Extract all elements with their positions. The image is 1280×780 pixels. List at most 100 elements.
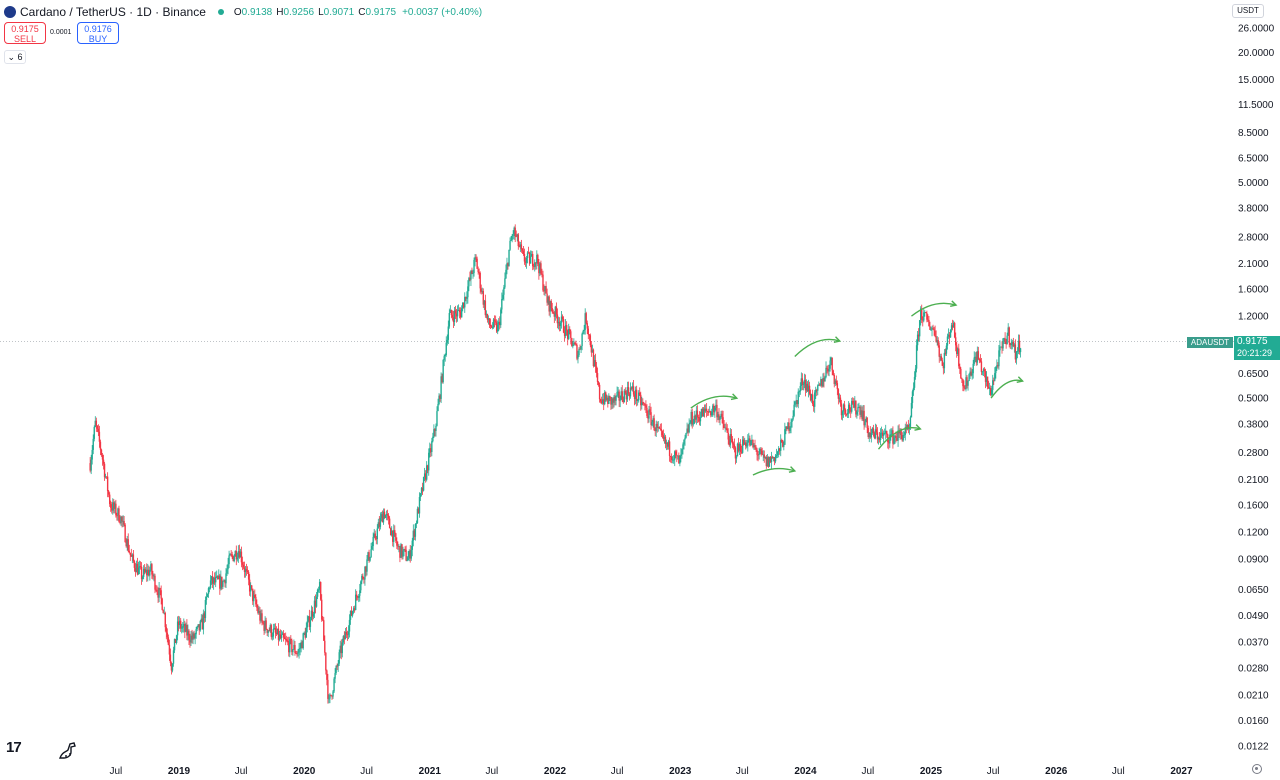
candle-body: [1008, 327, 1010, 343]
candle-body: [554, 306, 557, 317]
candle-body: [796, 400, 798, 405]
candle-body: [257, 607, 259, 613]
candle-body: [337, 663, 339, 667]
candle-body: [164, 612, 166, 628]
candle-body: [107, 491, 110, 495]
candle-body: [317, 589, 320, 591]
symbol-title[interactable]: Cardano / TetherUS · 1D · Binance: [20, 5, 206, 19]
candle-body: [382, 511, 385, 523]
candle-body: [300, 642, 302, 649]
candle-body: [945, 345, 948, 354]
candle-body: [436, 411, 438, 426]
candle-body: [275, 632, 278, 635]
candle-body: [362, 575, 364, 579]
candle-body: [147, 569, 149, 576]
candle-body: [124, 524, 126, 543]
candle-body: [860, 410, 862, 415]
candle-body: [810, 394, 813, 401]
candle-body: [325, 652, 327, 671]
candle-body: [458, 309, 461, 313]
candle-body: [215, 576, 217, 583]
candle-body: [998, 350, 1000, 367]
candle-body: [131, 554, 134, 557]
candle-body: [372, 536, 374, 547]
candle-body: [844, 409, 847, 414]
candle-body: [890, 434, 892, 435]
candle-body: [366, 559, 368, 572]
market-status-dot[interactable]: [217, 9, 224, 15]
candle-body: [499, 321, 501, 326]
candle-body: [603, 399, 605, 405]
candle-body: [104, 476, 107, 478]
trend-arrow-head: [788, 466, 797, 473]
candle-body: [183, 623, 185, 627]
buy-button[interactable]: 0.9176 BUY: [77, 22, 119, 44]
candle-body: [782, 441, 784, 447]
candle-body: [462, 302, 464, 309]
candle-body: [284, 638, 287, 640]
x-tick-label: Jul: [611, 766, 624, 777]
candle-body: [615, 395, 617, 401]
tradingview-logo[interactable]: 17: [6, 739, 22, 756]
indicators-toggle-button[interactable]: ⌄ 6: [4, 50, 26, 64]
candle-body: [277, 628, 280, 640]
candle-body: [435, 425, 437, 431]
candle-body: [979, 359, 982, 362]
candle-body: [1018, 340, 1021, 353]
candle-body: [142, 568, 145, 577]
dinosaur-icon[interactable]: [58, 740, 78, 760]
sell-button[interactable]: 0.9175 SELL: [4, 22, 46, 44]
candle-body: [633, 394, 636, 399]
candle-body: [255, 596, 257, 605]
candle-body: [605, 392, 607, 401]
candle-body: [321, 599, 323, 620]
candle-body: [556, 314, 559, 324]
candle-body: [819, 384, 821, 386]
candle-body: [433, 429, 435, 437]
candle-body: [560, 316, 563, 323]
candle-body: [180, 620, 182, 629]
candle-body: [295, 652, 297, 654]
candle-body: [449, 309, 452, 313]
candle-body: [779, 448, 781, 451]
candle-body: [467, 286, 469, 298]
candle-body: [865, 417, 867, 422]
candle-body: [653, 418, 655, 431]
candle-body: [201, 618, 204, 630]
candle-body: [660, 429, 663, 432]
candle-body: [994, 373, 996, 381]
candle-body: [360, 581, 362, 591]
candle-body: [1005, 341, 1007, 345]
trend-arrow-head: [950, 300, 958, 308]
candle-body: [310, 610, 313, 621]
candle-body: [915, 345, 918, 369]
ohlc-open: O0.9138: [233, 6, 273, 18]
candle-body: [316, 589, 319, 597]
gear-icon[interactable]: [1252, 764, 1262, 774]
candle-body: [680, 454, 682, 456]
candle-body: [604, 392, 606, 405]
candle-body: [153, 575, 155, 577]
candle-body: [770, 457, 773, 463]
candle-body: [167, 637, 170, 645]
candle-body: [526, 252, 529, 258]
candle-body: [98, 431, 101, 442]
candle-body: [732, 443, 735, 445]
candle-body: [507, 263, 509, 266]
candle-body: [899, 430, 901, 434]
candle-body: [148, 569, 150, 576]
candle-body: [324, 640, 326, 653]
candle-body: [695, 410, 698, 420]
candle-body: [720, 413, 722, 418]
candle-body: [983, 369, 986, 372]
candle-body: [542, 274, 544, 291]
candle-body: [476, 258, 478, 269]
currency-button[interactable]: USDT: [1232, 4, 1264, 18]
candle-body: [591, 349, 594, 353]
candle-body: [331, 695, 333, 697]
y-tick-label: 2.8000: [1238, 232, 1269, 243]
candle-body: [289, 638, 291, 653]
candle-body: [711, 411, 713, 416]
candle-body: [684, 437, 686, 440]
